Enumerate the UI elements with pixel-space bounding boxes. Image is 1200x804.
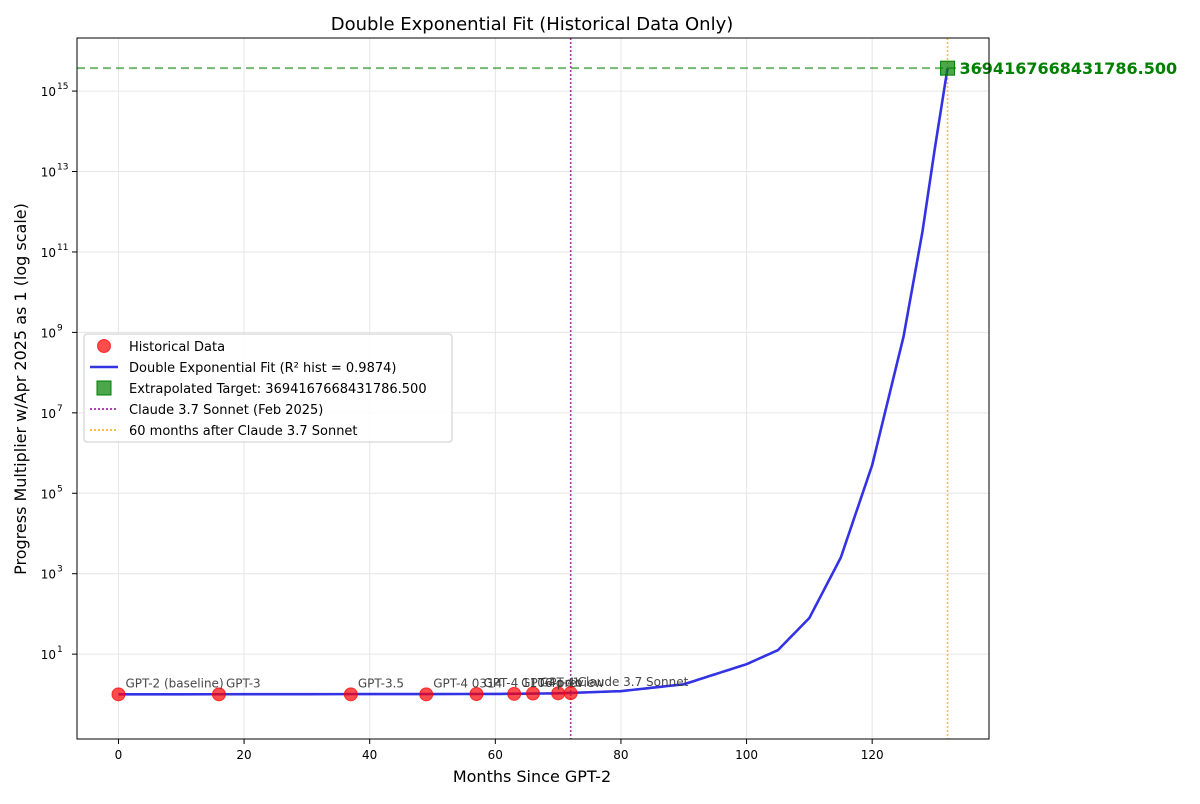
y-tick-label: 10 — [41, 407, 56, 421]
x-tick-label: 40 — [362, 748, 377, 762]
point-label: o1 — [565, 675, 580, 689]
target-marker — [940, 60, 956, 76]
y-axis-label: Progress Multiplier w/Apr 2025 as 1 (log… — [11, 203, 30, 575]
x-tick-label: 120 — [861, 748, 884, 762]
y-tick-exponent: 3 — [57, 565, 63, 575]
y-tick-exponent: 13 — [57, 163, 68, 173]
historical-point — [211, 687, 226, 702]
x-tick-label: 20 — [236, 748, 251, 762]
historical-point — [419, 687, 434, 702]
point-label: GPT-2 (baseline) — [125, 676, 223, 690]
x-tick-label: 60 — [488, 748, 503, 762]
y-tick-exponent: 15 — [57, 82, 68, 92]
legend-label: Claude 3.7 Sonnet (Feb 2025) — [129, 403, 323, 418]
x-axis-label: Months Since GPT-2 — [453, 767, 611, 786]
historical-point — [507, 686, 522, 701]
legend-label: Double Exponential Fit (R² hist = 0.9874… — [129, 361, 396, 376]
historical-point — [343, 687, 358, 702]
point-label: Claude 3.7 Sonnet — [578, 675, 689, 689]
point-label: GPT-4o — [540, 676, 582, 690]
historical-point — [469, 687, 484, 702]
legend-label: Extrapolated Target: 3694167668431786.50… — [129, 382, 427, 397]
historical-point — [563, 686, 578, 701]
y-tick-label: 10 — [41, 568, 56, 582]
y-tick-exponent: 7 — [57, 404, 63, 414]
historical-point — [526, 686, 540, 701]
x-tick-label: 80 — [613, 748, 628, 762]
y-tick-exponent: 9 — [57, 323, 63, 333]
y-tick-label: 10 — [41, 487, 56, 501]
legend-marker-target — [96, 380, 112, 396]
plot-area: GPT-2 (baseline) GPT-3 GPT-3.5 GPT-4 0314GP… — [41, 37, 1178, 762]
point-label: GPT-4o — [521, 676, 563, 690]
legend-label: 60 months after Claude 3.7 Sonnet — [129, 424, 358, 439]
y-tick-label: 10 — [41, 326, 56, 340]
x-tick-label: 0 — [115, 748, 123, 762]
y-tick-label: 10 — [41, 246, 56, 260]
y-tick-label: 10 — [41, 648, 56, 662]
legend: Historical Data Double Exponential Fit (R… — [83, 333, 453, 443]
y-tick-exponent: 1 — [57, 645, 63, 655]
historical-point — [111, 687, 126, 702]
legend-box — [83, 333, 453, 443]
legend-label: Historical Data — [129, 340, 225, 355]
y-tick-exponent: 5 — [57, 484, 63, 494]
point-label: GPT-3 — [226, 676, 261, 690]
x-tick-label: 100 — [735, 748, 758, 762]
y-tick-exponent: 11 — [57, 243, 68, 253]
point-label: GPT-4 0314 — [433, 676, 502, 690]
legend-marker-historical — [97, 339, 111, 353]
y-tick-label: 10 — [41, 166, 56, 180]
y-tick-label: 10 — [41, 85, 56, 99]
point-label: GPT-4 1106-preview — [483, 676, 604, 690]
point-label: GPT-3.5 — [358, 676, 404, 690]
target-value-label: 3694167668431786.500 — [960, 59, 1178, 78]
chart-title: Double Exponential Fit (Historical Data … — [331, 14, 734, 35]
axes-frame — [76, 37, 990, 740]
